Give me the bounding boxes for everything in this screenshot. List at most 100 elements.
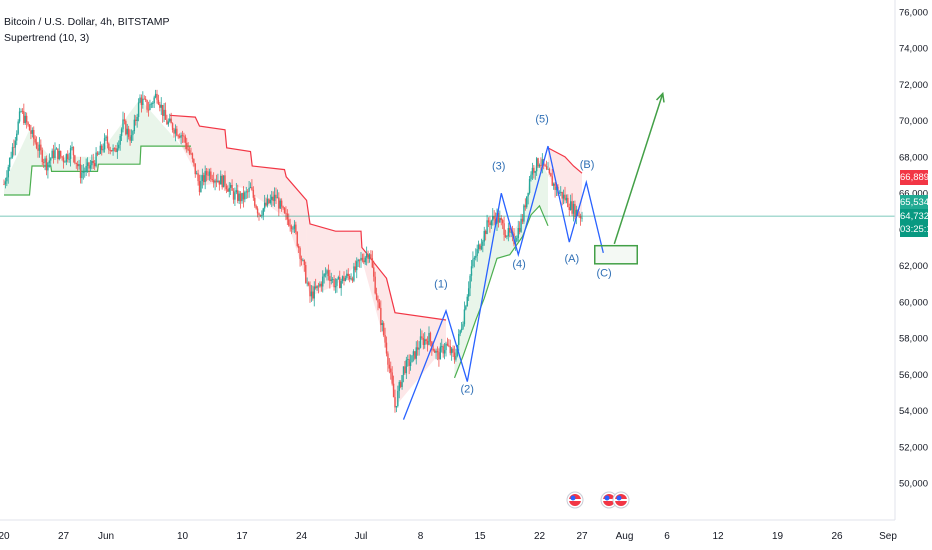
candle-body	[17, 121, 19, 134]
candle-body	[127, 128, 130, 137]
candle-body	[8, 157, 11, 168]
candle-body	[67, 154, 69, 160]
candle-body	[187, 149, 189, 151]
candle-body	[397, 390, 399, 406]
candle-body	[41, 150, 43, 163]
candle-body	[344, 277, 347, 281]
candle-body	[367, 253, 369, 259]
candle-body	[27, 122, 29, 125]
candle-body	[448, 345, 450, 347]
candle-body	[10, 157, 12, 159]
wave-label: (A)	[564, 253, 579, 265]
candle-body	[234, 192, 236, 200]
candle-body	[229, 185, 232, 188]
candle-body	[446, 343, 449, 346]
candle-body	[72, 146, 75, 156]
wave-label: (C)	[596, 267, 611, 279]
candle-body	[269, 199, 272, 204]
event-flag-icon[interactable]	[600, 491, 618, 509]
candle-body	[20, 111, 22, 112]
candle-body	[571, 201, 573, 214]
candle-body	[409, 362, 412, 366]
candle-body	[227, 189, 229, 192]
candle-body	[479, 244, 481, 250]
event-flag-icon[interactable]	[612, 491, 630, 509]
candle-body	[477, 244, 480, 250]
symbol-title[interactable]: Bitcoin / U.S. Dollar, 4h, BITSTAMP	[4, 16, 170, 28]
candle-body	[503, 223, 505, 235]
y-tick-label: 56,000	[899, 370, 928, 381]
candle-body	[374, 276, 376, 294]
elliott-wave-drawing: (1) (2) (3) (4) (5) (A) (B) (C)	[402, 91, 665, 420]
candle-body	[528, 179, 531, 193]
candle-body	[241, 192, 243, 202]
candle-body	[517, 227, 519, 238]
candle-body	[326, 270, 328, 274]
supertrend-fill	[548, 147, 565, 199]
candle-body	[166, 119, 168, 125]
candle-body	[499, 218, 501, 223]
x-tick-label: 26	[831, 531, 843, 542]
candle-body	[572, 204, 575, 214]
candle-body	[506, 236, 508, 238]
candle-body	[575, 209, 578, 217]
candle-body	[314, 286, 317, 289]
candle-body	[37, 148, 39, 151]
candle-body	[210, 171, 212, 180]
candle-body	[54, 149, 56, 158]
candle-body	[489, 222, 491, 226]
x-tick-label: 24	[296, 531, 308, 542]
supertrend-line	[453, 204, 549, 379]
candle-body	[167, 121, 170, 125]
candle-body	[492, 215, 494, 221]
candle-body	[490, 220, 493, 226]
supertrend-fill	[395, 312, 446, 407]
candle-body	[452, 348, 454, 353]
candle-body	[52, 150, 55, 158]
candle-body	[171, 123, 174, 130]
candle-body	[295, 224, 297, 233]
candle-body	[339, 277, 341, 289]
supertrend-fill	[98, 98, 140, 165]
y-tick-label: 70,000	[899, 116, 928, 127]
candle-body	[79, 164, 82, 179]
wave-label: (4)	[512, 258, 525, 270]
candle-body	[408, 359, 410, 366]
supertrend-fill	[252, 165, 285, 217]
supertrend-down-price-tag: 66,889	[900, 170, 930, 186]
candle-body	[336, 278, 338, 286]
candle-body	[574, 204, 576, 217]
candle-body	[235, 190, 238, 193]
target-arrow-head	[655, 91, 665, 103]
candle-body	[96, 152, 99, 155]
candle-body	[579, 215, 582, 219]
x-tick-label: 27	[58, 531, 70, 542]
candle-body	[211, 179, 213, 181]
candle-body	[205, 171, 208, 175]
candle-body	[186, 142, 188, 150]
indicator-title[interactable]: Supertrend (10, 3)	[4, 32, 90, 44]
x-tick-label: 17	[236, 531, 248, 542]
candle-body	[292, 228, 294, 230]
y-tick-label: 54,000	[899, 406, 928, 417]
candle-body	[18, 111, 21, 122]
candle-body	[395, 405, 398, 408]
event-flag-icon[interactable]	[566, 491, 584, 509]
candle-body	[416, 347, 419, 350]
candle-body	[62, 157, 65, 163]
candle-body	[92, 160, 94, 164]
candle-body	[527, 192, 529, 197]
candle-body	[147, 109, 150, 111]
wave-label: (2)	[461, 383, 474, 395]
candle-body	[368, 254, 371, 259]
candle-body	[6, 177, 8, 182]
candle-body	[82, 171, 85, 173]
candle-body	[98, 153, 100, 155]
candle-body	[149, 104, 151, 110]
candle-body	[299, 248, 301, 259]
candle-body	[123, 119, 126, 122]
candle-body	[132, 131, 134, 136]
candle-body	[384, 334, 386, 343]
candle-body	[544, 165, 546, 167]
